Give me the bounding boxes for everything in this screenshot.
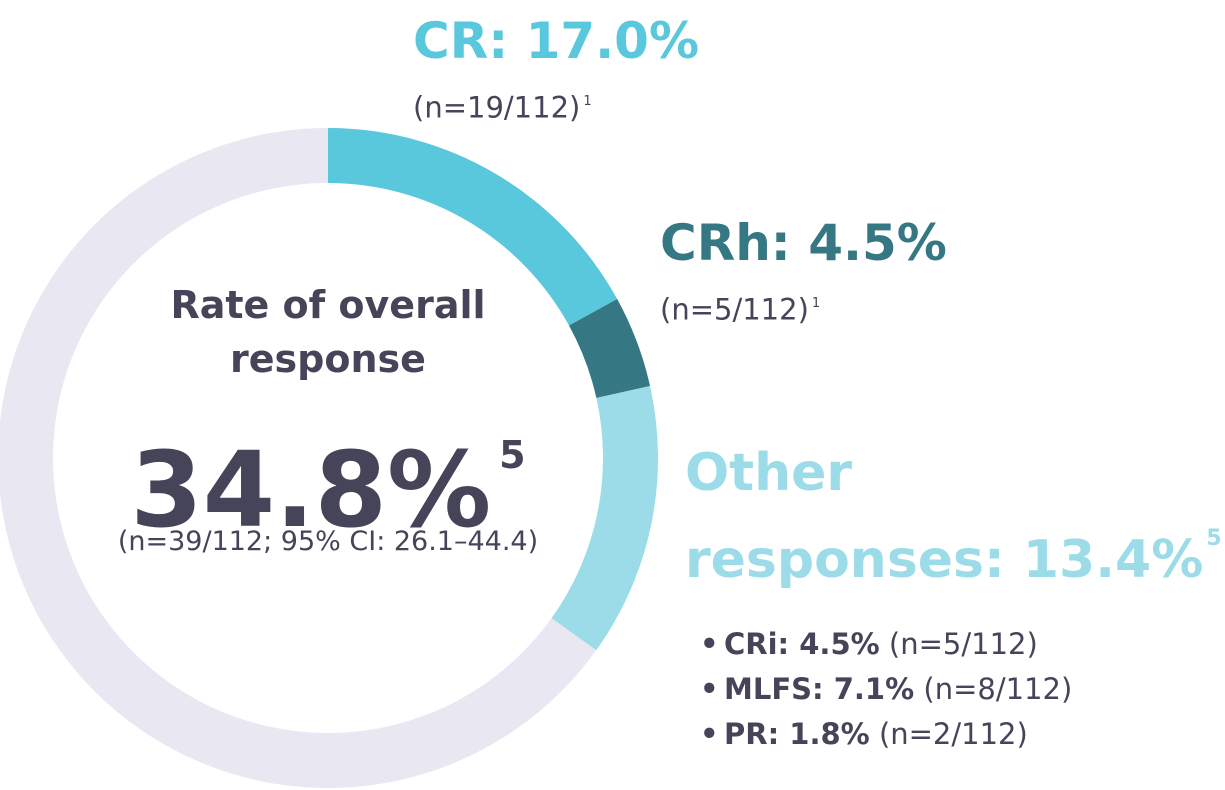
donut-slice-cr bbox=[328, 128, 618, 326]
other-callout-title: Other responses: 13.4% 5 bbox=[685, 440, 1222, 593]
list-item-n: (n=5/112) bbox=[888, 627, 1038, 661]
list-item: • MLFS: 7.1% (n=8/112) bbox=[700, 667, 1072, 712]
center-subtitle: (n=39/112; 95% CI: 26.1–44.4) bbox=[117, 526, 539, 557]
list-item: • CRi: 4.5% (n=5/112) bbox=[700, 622, 1072, 667]
crh-callout-n: (n=5/112) 1 bbox=[660, 284, 820, 329]
center-value: 34.8% 5 bbox=[78, 395, 578, 550]
donut-slice-other bbox=[551, 386, 658, 651]
other-title-line2: responses: 13.4% 5 bbox=[685, 506, 1222, 593]
center-title: Rate of overall response bbox=[170, 283, 486, 381]
crh-n-footnote: 1 bbox=[811, 296, 821, 311]
crh-callout-title: CRh: 4.5% bbox=[660, 214, 947, 272]
bullet: • bbox=[700, 627, 719, 661]
bullet: • bbox=[700, 672, 719, 706]
crh-n-text: (n=5/112) bbox=[660, 292, 809, 327]
cr-callout-n: (n=19/112) 1 bbox=[413, 82, 592, 127]
list-item-n: (n=2/112) bbox=[878, 717, 1028, 751]
donut-slice-crh bbox=[568, 299, 651, 399]
center-value-number: 34.8% bbox=[130, 429, 492, 551]
cr-callout-title: CR: 17.0% bbox=[413, 12, 700, 70]
bullet: • bbox=[700, 717, 719, 751]
list-item-label: CRi: 4.5% bbox=[724, 627, 880, 661]
other-responses-list: • CRi: 4.5% (n=5/112) • MLFS: 7.1% (n=8/11… bbox=[700, 622, 1072, 757]
list-item-n: (n=8/112) bbox=[923, 672, 1073, 706]
other-title-footnote: 5 bbox=[1206, 526, 1222, 551]
center-value-footnote: 5 bbox=[499, 433, 526, 477]
other-title-line1: Other bbox=[685, 443, 852, 503]
list-item: • PR: 1.8% (n=2/112) bbox=[700, 712, 1072, 757]
other-title-line2-text: responses: 13.4% bbox=[685, 530, 1204, 590]
cr-n-text: (n=19/112) bbox=[413, 90, 581, 125]
list-item-label: MLFS: 7.1% bbox=[724, 672, 915, 706]
list-item-label: PR: 1.8% bbox=[724, 717, 870, 751]
cr-n-footnote: 1 bbox=[583, 94, 592, 109]
